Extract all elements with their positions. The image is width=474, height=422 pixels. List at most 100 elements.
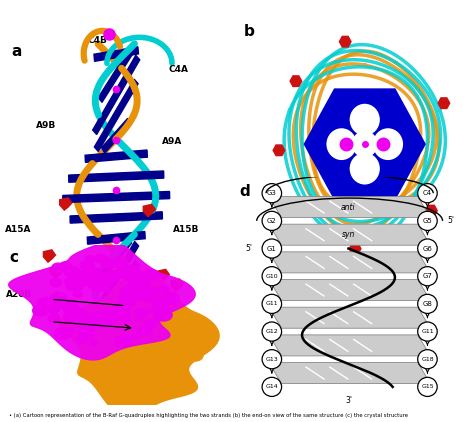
- Circle shape: [262, 350, 282, 369]
- Circle shape: [100, 322, 116, 332]
- Circle shape: [101, 259, 115, 268]
- Circle shape: [125, 357, 135, 365]
- Circle shape: [107, 311, 120, 320]
- Circle shape: [119, 292, 130, 300]
- Circle shape: [156, 314, 163, 319]
- Circle shape: [69, 278, 77, 284]
- Circle shape: [163, 388, 170, 393]
- Circle shape: [131, 292, 145, 301]
- Circle shape: [149, 320, 156, 325]
- Circle shape: [133, 285, 139, 290]
- Circle shape: [120, 287, 137, 298]
- Polygon shape: [269, 252, 430, 273]
- Circle shape: [146, 370, 160, 379]
- Polygon shape: [101, 238, 132, 279]
- Text: G1: G1: [267, 246, 277, 252]
- Polygon shape: [87, 232, 145, 244]
- Circle shape: [75, 317, 90, 327]
- Circle shape: [125, 284, 137, 292]
- Circle shape: [124, 296, 131, 301]
- Circle shape: [154, 330, 162, 335]
- Circle shape: [75, 271, 92, 282]
- Circle shape: [151, 376, 165, 386]
- Circle shape: [114, 341, 123, 347]
- Polygon shape: [339, 36, 351, 47]
- Polygon shape: [44, 250, 55, 262]
- Circle shape: [149, 384, 157, 389]
- Text: G13: G13: [265, 357, 278, 362]
- Circle shape: [83, 366, 100, 379]
- Circle shape: [373, 128, 403, 160]
- Text: syn: syn: [342, 230, 355, 239]
- Circle shape: [123, 327, 130, 333]
- Text: C4: C4: [423, 190, 432, 196]
- Circle shape: [155, 300, 165, 307]
- Circle shape: [113, 257, 123, 264]
- Circle shape: [152, 322, 166, 333]
- Circle shape: [99, 335, 115, 345]
- Circle shape: [125, 370, 141, 381]
- Polygon shape: [50, 266, 63, 279]
- Circle shape: [64, 278, 76, 286]
- Circle shape: [262, 294, 282, 314]
- Circle shape: [107, 371, 122, 381]
- Circle shape: [125, 265, 140, 276]
- Circle shape: [126, 267, 140, 277]
- Circle shape: [159, 348, 172, 356]
- Circle shape: [176, 322, 193, 333]
- Circle shape: [418, 211, 437, 230]
- Circle shape: [171, 327, 184, 336]
- Circle shape: [148, 321, 158, 327]
- Polygon shape: [85, 150, 147, 162]
- Circle shape: [79, 314, 94, 325]
- Text: 5': 5': [245, 244, 252, 253]
- Text: 3': 3': [345, 396, 352, 405]
- Circle shape: [112, 303, 128, 313]
- Circle shape: [418, 184, 437, 203]
- Circle shape: [156, 353, 167, 361]
- Circle shape: [120, 328, 129, 335]
- Circle shape: [66, 283, 77, 291]
- Circle shape: [126, 297, 133, 302]
- Circle shape: [59, 301, 70, 309]
- Text: c: c: [9, 249, 18, 265]
- Circle shape: [129, 277, 139, 284]
- Text: G2: G2: [267, 218, 277, 224]
- Circle shape: [153, 352, 165, 360]
- Circle shape: [144, 357, 157, 366]
- Circle shape: [114, 331, 123, 338]
- Circle shape: [85, 268, 102, 280]
- Polygon shape: [304, 89, 425, 199]
- Circle shape: [142, 295, 152, 302]
- Circle shape: [135, 360, 152, 371]
- Circle shape: [187, 350, 203, 361]
- Circle shape: [151, 365, 168, 376]
- Circle shape: [181, 354, 187, 358]
- Polygon shape: [426, 205, 437, 216]
- Circle shape: [119, 293, 127, 298]
- Circle shape: [137, 368, 149, 377]
- Circle shape: [139, 277, 149, 284]
- Circle shape: [155, 375, 164, 381]
- Circle shape: [83, 271, 100, 283]
- Circle shape: [262, 239, 282, 258]
- Text: • (a) Cartoon representation of the B-Raf G-quadruplex highlighting the two stra: • (a) Cartoon representation of the B-Ra…: [9, 413, 409, 418]
- Circle shape: [90, 341, 97, 346]
- Circle shape: [73, 284, 82, 291]
- Text: d: d: [239, 184, 250, 199]
- Circle shape: [86, 339, 101, 349]
- Circle shape: [46, 303, 60, 313]
- Polygon shape: [269, 279, 430, 300]
- Circle shape: [418, 294, 437, 314]
- Circle shape: [262, 267, 282, 286]
- Circle shape: [141, 300, 148, 306]
- Circle shape: [119, 314, 130, 322]
- Circle shape: [144, 320, 155, 328]
- Circle shape: [142, 304, 150, 309]
- Circle shape: [79, 327, 95, 338]
- Circle shape: [103, 306, 115, 314]
- Circle shape: [123, 357, 133, 364]
- Circle shape: [65, 303, 76, 310]
- Circle shape: [102, 345, 117, 355]
- Circle shape: [262, 184, 282, 203]
